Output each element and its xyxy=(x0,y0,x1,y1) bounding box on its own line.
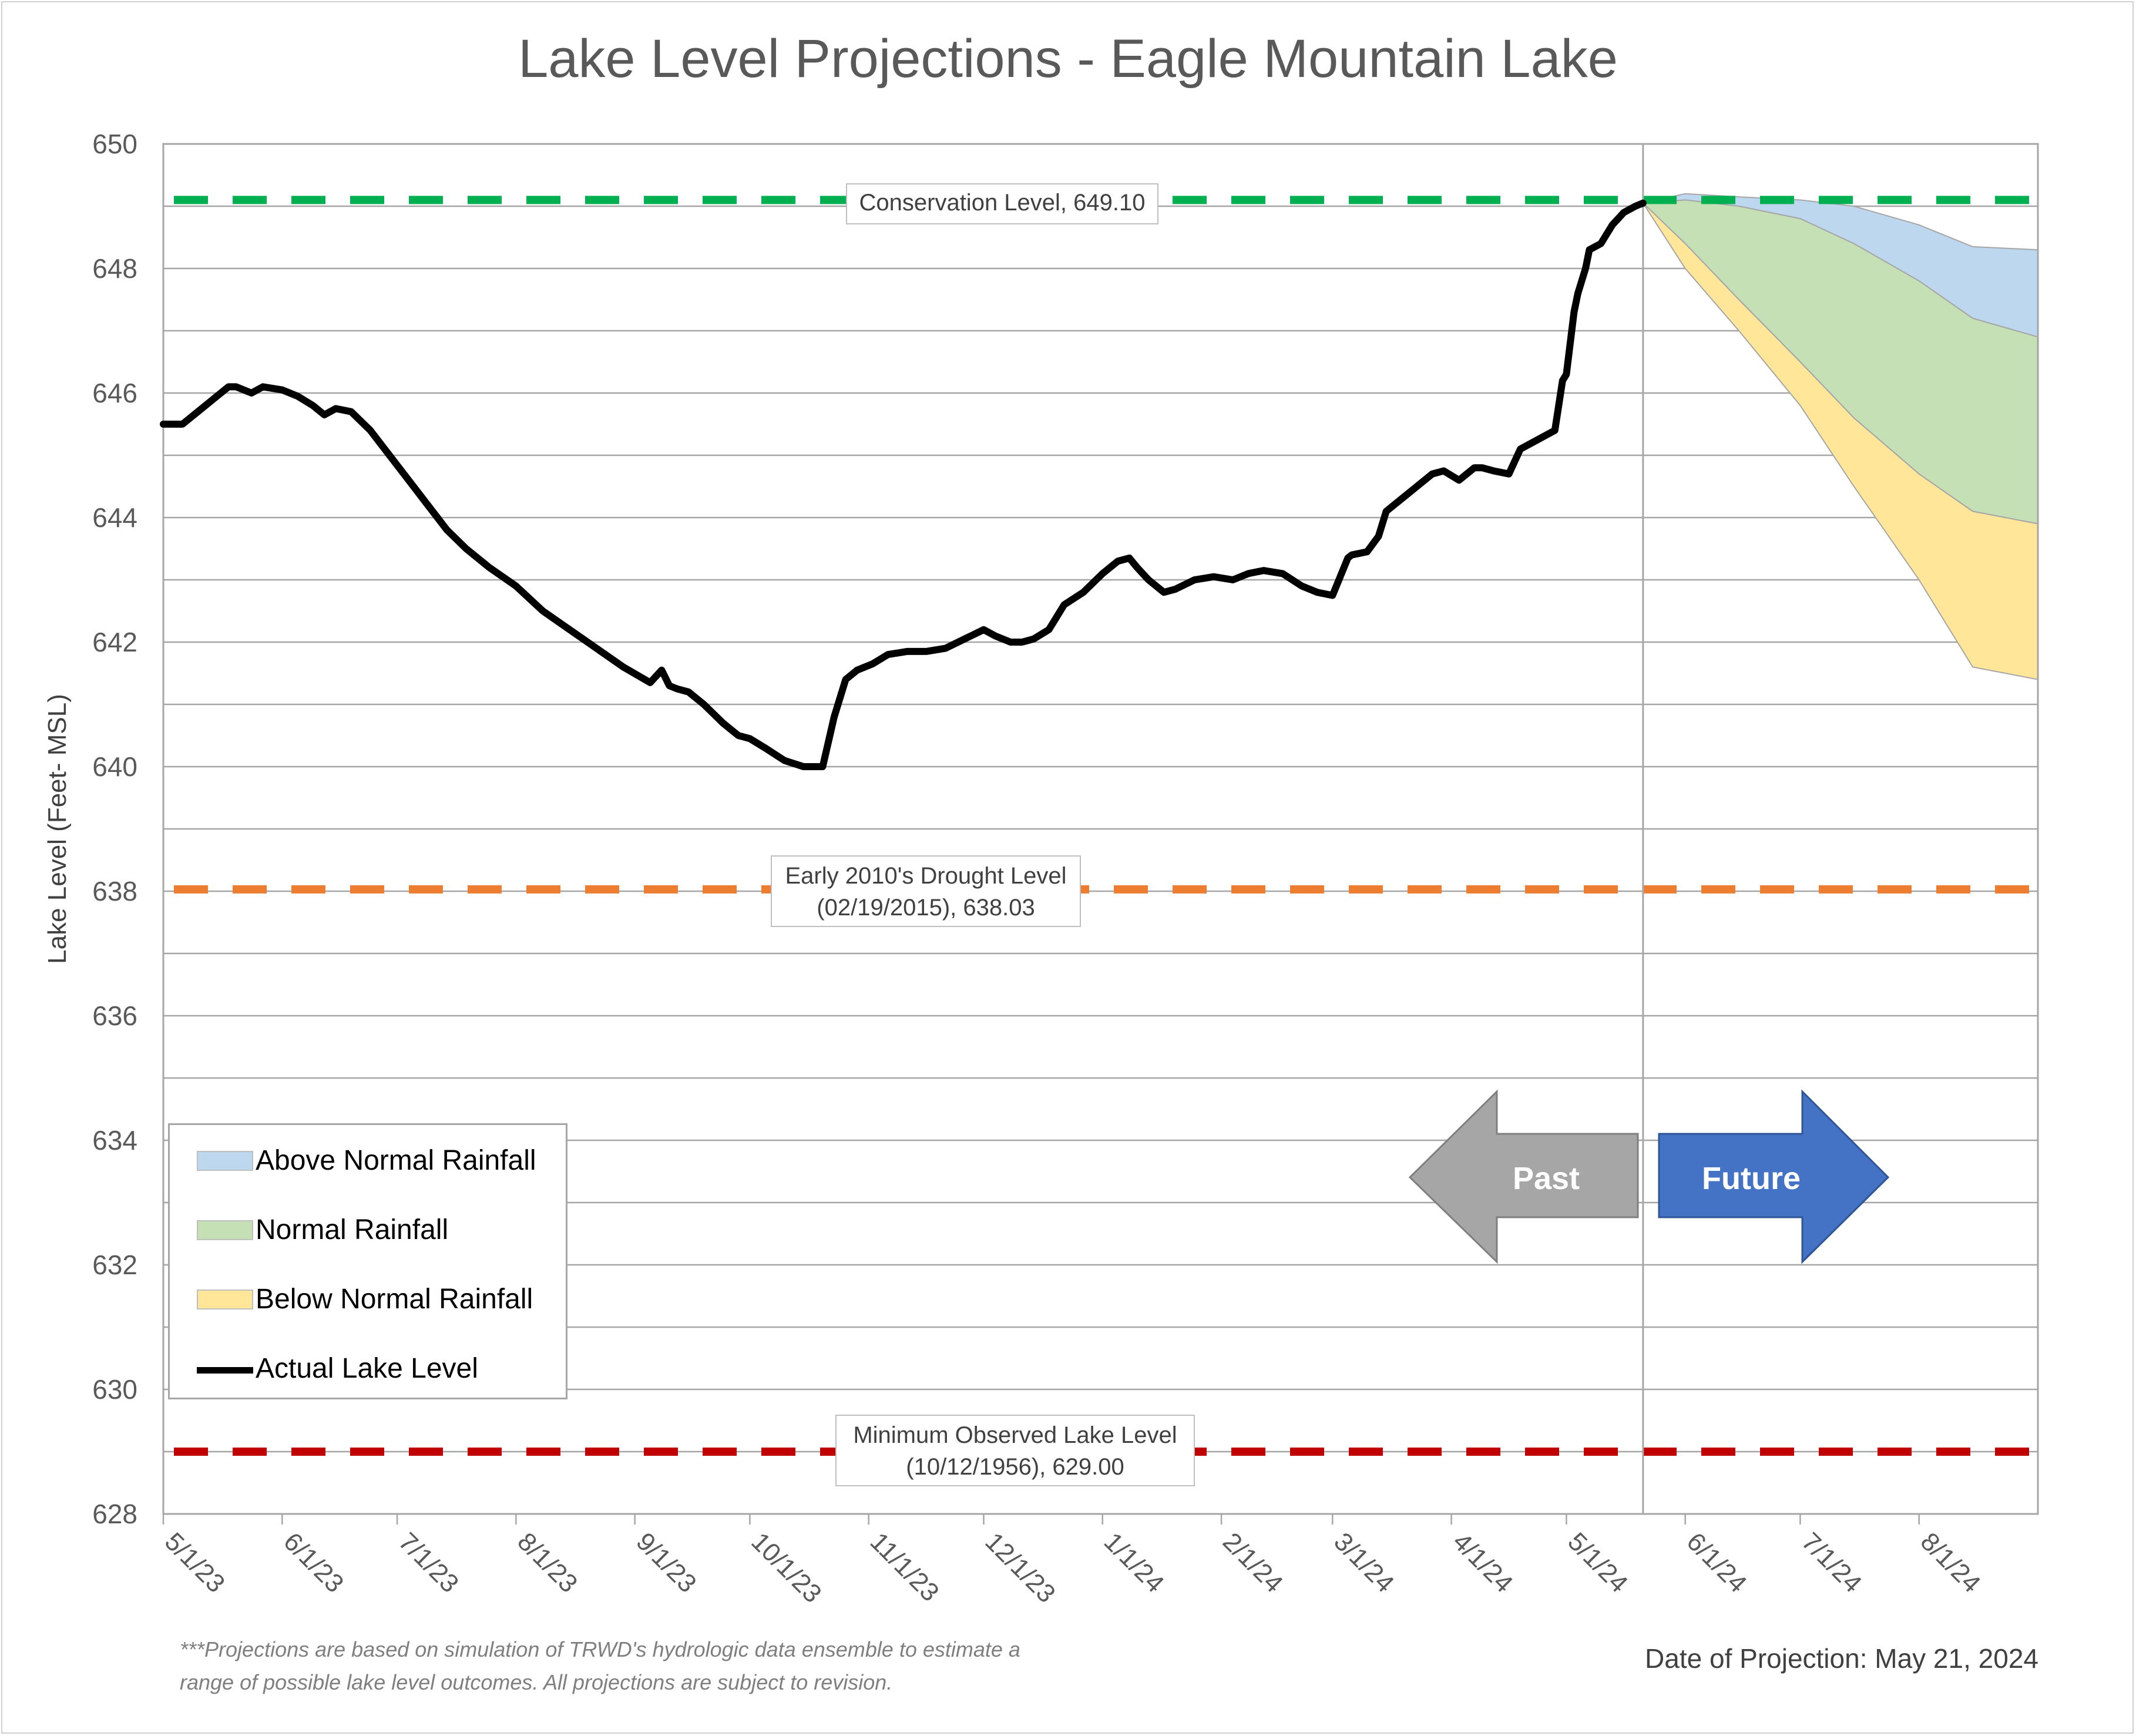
x-tick-label: 10/1/23 xyxy=(745,1527,827,1608)
drought-level-callout: Early 2010's Drought Level (02/19/2015),… xyxy=(771,855,1081,927)
projection-date: Date of Projection: May 21, 2024 xyxy=(1645,1643,2038,1674)
footnote-line-1: ***Projections are based on simulation o… xyxy=(180,1637,1020,1661)
y-tick-label: 644 xyxy=(92,502,137,533)
drought-level-label-line1: Early 2010's Drought Level xyxy=(785,863,1067,889)
legend-swatch-above-normal xyxy=(197,1151,253,1171)
future-arrow xyxy=(1658,1089,1890,1264)
footnote-line-2: range of possible lake level outcomes. A… xyxy=(180,1670,893,1694)
x-tick-label: 4/1/24 xyxy=(1447,1527,1519,1598)
actual-lake-level-line xyxy=(160,199,1647,770)
legend-label-normal: Normal Rainfall xyxy=(256,1214,449,1245)
y-tick-label: 634 xyxy=(92,1125,137,1156)
minimum-level-label-line2: (10/12/1956), 629.00 xyxy=(906,1454,1124,1480)
legend-swatch-normal xyxy=(197,1220,253,1240)
y-tick-label: 646 xyxy=(92,378,137,408)
future-arrow-label: Future xyxy=(1702,1161,1801,1196)
x-tick-label: 2/1/24 xyxy=(1217,1527,1288,1598)
past-future-arrows: Past Future xyxy=(1408,1089,1890,1264)
x-tick-label: 12/1/23 xyxy=(979,1527,1060,1608)
x-tick-label: 8/1/24 xyxy=(1915,1527,1986,1598)
y-tick-label: 648 xyxy=(92,253,137,284)
minimum-level-label-line1: Minimum Observed Lake Level xyxy=(853,1422,1177,1448)
x-tick-label: 3/1/24 xyxy=(1328,1527,1399,1598)
x-tick-label: 5/1/24 xyxy=(1562,1527,1633,1598)
footnote: ***Projections are based on simulation o… xyxy=(180,1633,1131,1699)
y-tick-label: 636 xyxy=(92,1000,137,1031)
x-tick-label: 8/1/23 xyxy=(512,1527,583,1598)
actual-lake-level-series xyxy=(160,199,1647,770)
legend-label-actual: Actual Lake Level xyxy=(256,1353,478,1384)
y-axis-label: Lake Level (Feet- MSL) xyxy=(43,694,72,964)
past-arrow xyxy=(1408,1089,1639,1264)
plot-border xyxy=(162,143,2039,1515)
y-tick-label: 650 xyxy=(92,129,137,159)
legend-label-below-normal: Below Normal Rainfall xyxy=(256,1284,533,1315)
x-tick-label: 1/1/24 xyxy=(1099,1527,1170,1598)
chart-legend: Above Normal Rainfall Normal Rainfall Be… xyxy=(168,1123,567,1399)
y-tick-label: 640 xyxy=(92,751,137,782)
y-tick-label: 638 xyxy=(92,876,137,906)
conservation-level-callout: Conservation Level, 649.10 xyxy=(846,183,1158,224)
legend-label-above-normal: Above Normal Rainfall xyxy=(256,1145,536,1176)
minimum-level-callout: Minimum Observed Lake Level (10/12/1956)… xyxy=(835,1415,1195,1486)
x-tick-label: 5/1/23 xyxy=(159,1527,230,1598)
x-tick-label: 9/1/23 xyxy=(631,1527,702,1598)
y-tick-label: 642 xyxy=(92,627,137,657)
chart-title: Lake Level Projections - Eagle Mountain … xyxy=(518,29,1618,89)
projection-areas xyxy=(1641,193,2038,680)
x-tick-label: 7/1/23 xyxy=(393,1527,464,1598)
x-tick-label: 6/1/23 xyxy=(278,1527,349,1598)
drought-level-label-line2: (02/19/2015), 638.03 xyxy=(817,895,1035,921)
x-tick-label: 11/1/23 xyxy=(865,1527,945,1607)
y-tick-label: 630 xyxy=(92,1374,137,1405)
legend-swatch-below-normal xyxy=(197,1290,253,1309)
reference-lines xyxy=(174,196,2038,1456)
legend-line-actual xyxy=(197,1367,253,1374)
past-arrow-label: Past xyxy=(1513,1161,1580,1196)
conservation-level-label: Conservation Level, 649.10 xyxy=(859,190,1146,216)
y-tick-label: 628 xyxy=(92,1499,137,1529)
x-tick-label: 7/1/24 xyxy=(1796,1527,1867,1598)
x-tick-label: 6/1/24 xyxy=(1681,1527,1752,1598)
y-tick-label: 632 xyxy=(92,1250,137,1280)
